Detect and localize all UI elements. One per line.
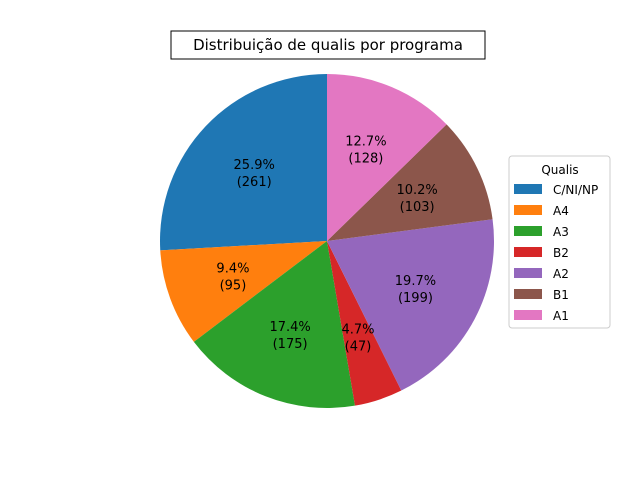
legend-entry-label: C/NI/NP	[553, 183, 598, 197]
pie-slice-label: 9.4% (95)	[216, 262, 249, 294]
pie-slice-label: 19.7% (199)	[395, 274, 436, 306]
legend-entry-label: A1	[553, 309, 569, 323]
pie-slice-a1	[327, 74, 447, 241]
pie-slice-label: 25.9% (261)	[234, 158, 275, 190]
legend-swatch	[514, 289, 542, 299]
chart-title: Distribuição de qualis por programa	[193, 36, 463, 54]
pie-slices	[160, 74, 494, 408]
legend: Qualis C/NI/NP A4 A3 B2 A2 B1 A1	[508, 155, 611, 329]
pie-slice-b1	[327, 124, 493, 241]
pie-slice-label: 17.4% (175)	[269, 320, 310, 352]
legend-swatch	[514, 226, 542, 236]
legend-swatch	[514, 184, 542, 194]
legend-entry-label: B1	[553, 288, 569, 302]
legend-entry-label: A2	[553, 267, 569, 281]
pie-slice-labels: 25.9% (261) 9.4% (95) 17.4% (175) 4.7% (47) 19.7…	[216, 135, 437, 355]
legend-swatch	[514, 310, 542, 320]
legend-swatch	[514, 247, 542, 257]
chart-title-box: Distribuição de qualis por programa	[170, 30, 486, 60]
pie-slice-a4	[160, 241, 327, 342]
legend-entry-label: A4	[553, 204, 569, 218]
pie-slice-b2	[327, 241, 402, 406]
pie-slice-label: 12.7% (128)	[345, 135, 386, 167]
pie-slice-a3	[193, 241, 355, 408]
legend-swatch	[514, 205, 542, 215]
legend-entry-label: B2	[553, 246, 569, 260]
pie-slice-label: 10.2% (103)	[396, 183, 437, 215]
legend-swatch	[514, 268, 542, 278]
pie-slice-label: 4.7% (47)	[342, 322, 375, 354]
pie-slice-c-ni-np	[160, 74, 327, 251]
legend-entry-label: A3	[553, 225, 569, 239]
legend-title: Qualis	[541, 163, 578, 177]
pie-slice-a2	[327, 219, 494, 391]
